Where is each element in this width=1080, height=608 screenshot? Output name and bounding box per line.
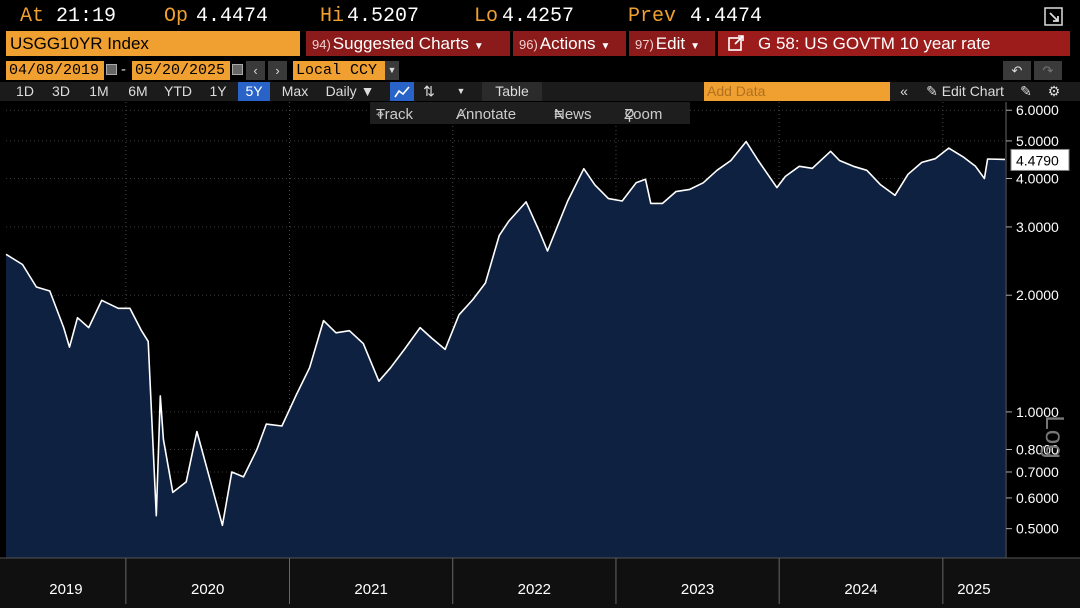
chart-tools: ⌖ Track ⟋ Annotate ≡ News ⚲ Zoom [370, 102, 690, 124]
pencil-icon[interactable]: ✎ [1020, 83, 1032, 99]
y-tick-label: 4.0000 [1016, 170, 1059, 186]
redo-icon[interactable]: ↷ [1034, 61, 1062, 80]
y-axis-panel [1005, 102, 1080, 558]
suggested-charts-menu[interactable]: 94) Suggested Charts ▼ [306, 31, 510, 56]
frequency-select[interactable]: Daily ▼ [325, 83, 375, 99]
x-tick-label: 2023 [681, 581, 714, 598]
x-axis-band [0, 558, 1080, 608]
pencil-icon: ✎ [926, 83, 938, 99]
y-tick-label: 0.7000 [1016, 464, 1059, 480]
period-3d[interactable]: 3D [52, 83, 70, 99]
y-tick-label: 0.6000 [1016, 490, 1059, 506]
y-tick-label: 5.0000 [1016, 133, 1059, 149]
open-label: Op [164, 5, 189, 28]
period-bar: 1D 3D 1M 6M YTD 1Y 5Y Max Daily ▼ ⇅ ▼ Ta… [0, 82, 1080, 101]
high-value: 4.5207 [347, 5, 420, 28]
y-axis-label: Log [1040, 415, 1070, 458]
arrow-right-icon[interactable]: › [268, 61, 287, 80]
period-6m[interactable]: 6M [128, 83, 148, 99]
x-tick-label: 2022 [518, 581, 551, 598]
x-tick-label: 2019 [49, 581, 82, 598]
x-tick-label: 2025 [957, 581, 990, 598]
popout-icon [728, 35, 744, 51]
series-area [6, 141, 1005, 558]
start-date-field[interactable]: 04/08/2019 [6, 61, 104, 80]
chart-type-icon[interactable]: ⇅ [423, 83, 435, 99]
period-5y[interactable]: 5Y [238, 82, 270, 101]
edit-num: 97) [635, 37, 654, 52]
chart-title: G 58: US GOVTM 10 year rate [758, 34, 991, 53]
period-1m[interactable]: 1M [89, 83, 109, 99]
arrow-left-icon[interactable]: ‹ [246, 61, 265, 80]
at-label: At [20, 5, 45, 28]
at-value: 21:19 [56, 5, 117, 28]
low-label: Lo [474, 5, 499, 28]
zoom-label: Zoom [624, 106, 663, 123]
series-line [5, 140, 1006, 527]
line-chart-icon[interactable] [390, 82, 414, 101]
date-separator: - [121, 61, 126, 78]
annotate-label: Annotate [456, 106, 517, 123]
currency-select[interactable]: Local CCY [293, 61, 385, 80]
edit-menu[interactable]: 97) Edit ▼ [629, 31, 715, 56]
dropdown-icon[interactable]: ▼ [456, 86, 466, 96]
y-tick-label: 0.5000 [1016, 521, 1059, 537]
track-label: Track [376, 106, 413, 123]
chevron-down-icon: ▼ [600, 41, 611, 52]
prev-label: Prev [628, 5, 677, 28]
last-value-label: 4.4790 [1016, 152, 1059, 168]
undo-icon[interactable]: ↶ [1003, 61, 1031, 80]
x-tick-label: 2020 [191, 581, 224, 598]
period-ytd[interactable]: YTD [164, 83, 192, 99]
menu-bar: USGG10YR Index 94) Suggested Charts ▼ 96) A… [0, 31, 1080, 56]
add-data-input[interactable]: Add Data [704, 82, 890, 101]
y-tick-label: 1.0000 [1016, 404, 1059, 420]
x-tick-label: 2024 [844, 581, 877, 598]
suggested-num: 94) [312, 37, 331, 52]
chevron-down-icon: ▼ [690, 41, 700, 52]
y-tick-label: 6.0000 [1016, 102, 1059, 118]
calendar-icon[interactable] [106, 64, 117, 75]
open-value: 4.4474 [196, 5, 269, 28]
price-chart[interactable]: 6.0000 5.0000 4.0000 3.0000 2.0000 1.0000 0.80… [0, 102, 1080, 608]
back-icon[interactable]: « [900, 83, 908, 99]
edit-chart-button[interactable]: ✎ Edit Chart [920, 82, 1010, 101]
suggested-label: Suggested Charts [332, 34, 469, 53]
dropdown-icon[interactable]: ▼ [385, 61, 399, 80]
low-value: 4.4257 [502, 5, 575, 28]
edit-chart-label: Edit Chart [941, 83, 1004, 99]
calendar-icon[interactable] [232, 64, 243, 75]
period-1d[interactable]: 1D [16, 83, 34, 99]
chevron-down-icon: ▼ [473, 41, 484, 52]
table-button[interactable]: Table [482, 82, 542, 101]
chart-title-bar[interactable]: G 58: US GOVTM 10 year rate [718, 31, 1070, 56]
edit-label: Edit [655, 34, 686, 53]
y-tick-label: 0.8000 [1016, 441, 1059, 457]
y-tick-label: 3.0000 [1016, 219, 1059, 235]
export-icon[interactable] [1044, 7, 1064, 27]
news-icon: ≡ [554, 106, 563, 123]
settings-icon[interactable]: ⚙ [1047, 83, 1061, 99]
high-label: Hi [320, 5, 345, 28]
end-date-field[interactable]: 05/20/2025 [132, 61, 230, 80]
ticker-field[interactable]: USGG10YR Index [6, 31, 300, 56]
zoom-icon: ⚲ [624, 107, 635, 124]
x-tick-label: 2021 [354, 581, 387, 598]
news-label: News [554, 106, 592, 123]
date-range-bar: 04/08/2019 - 05/20/2025 ‹ › Local CCY ▼ … [0, 61, 1080, 81]
annotate-icon: ⟋ [456, 106, 467, 123]
frequency-label: Daily [325, 83, 357, 99]
actions-num: 96) [519, 37, 538, 52]
period-1y[interactable]: 1Y [209, 83, 227, 99]
y-tick-label: 2.0000 [1016, 287, 1059, 303]
actions-menu[interactable]: 96) Actions ▼ [513, 31, 626, 56]
crosshair-icon: ⌖ [376, 106, 385, 123]
actions-label: Actions [539, 34, 596, 53]
period-max[interactable]: Max [281, 83, 309, 99]
quote-bar: At 21:19 Op 4.4474 Hi 4.5207 Lo 4.4257 P… [0, 0, 1080, 31]
prev-value: 4.4474 [690, 5, 763, 28]
last-value-badge [1010, 148, 1070, 171]
